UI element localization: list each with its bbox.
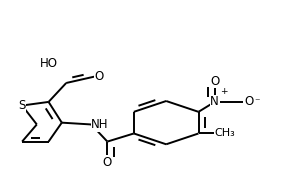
Text: ⁻: ⁻ — [254, 97, 260, 107]
Text: N: N — [210, 95, 219, 108]
Text: O: O — [210, 75, 219, 88]
Text: HO: HO — [40, 57, 58, 70]
Text: O: O — [244, 95, 253, 108]
Text: S: S — [18, 99, 26, 112]
Text: +: + — [220, 87, 228, 96]
Text: O: O — [103, 156, 112, 169]
Text: NH: NH — [91, 118, 109, 131]
Text: O: O — [94, 70, 104, 83]
Text: CH₃: CH₃ — [215, 128, 236, 139]
